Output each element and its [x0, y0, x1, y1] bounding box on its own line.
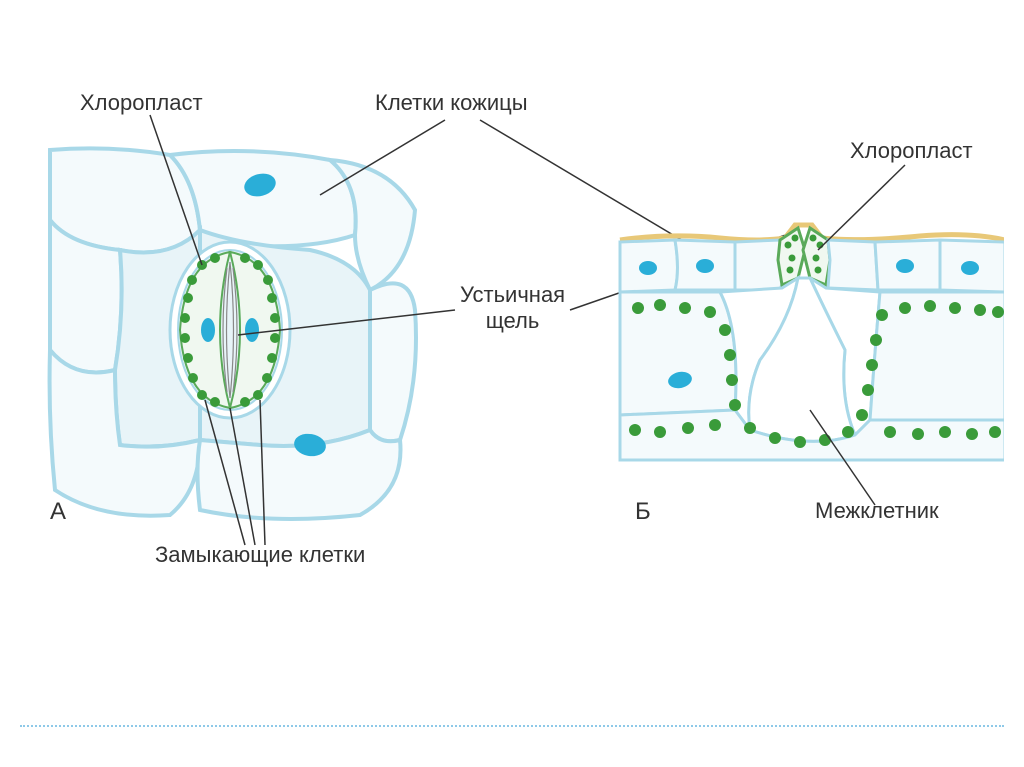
- label-guard-cells: Замыкающие клетки: [155, 542, 365, 568]
- label-chloroplast-right: Хлоропласт: [850, 138, 973, 164]
- label-intercellular: Межклетник: [815, 498, 939, 524]
- diagram-container: Хлоропласт Клетки кожицы Хлоропласт Усть…: [20, 50, 1004, 600]
- panel-a-letter: А: [50, 498, 66, 526]
- label-stomatal-pore: Устьичная щель: [460, 282, 565, 335]
- panel-b-letter: Б: [635, 498, 651, 526]
- footer-dashed-line: [20, 725, 1004, 727]
- label-epidermis-cells: Клетки кожицы: [375, 90, 528, 116]
- label-chloroplast-left: Хлоропласт: [80, 90, 203, 116]
